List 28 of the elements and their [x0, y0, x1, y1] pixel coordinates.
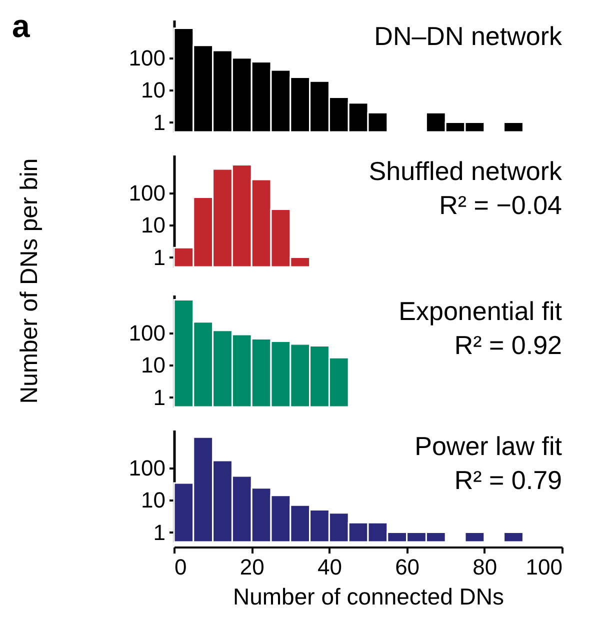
y-tick-label: 1 [153, 110, 166, 135]
y-tick-label: 10 [141, 212, 166, 238]
x-tick-label: 60 [395, 554, 420, 580]
x-tick-label: 40 [317, 554, 342, 580]
x-tick-label: 80 [472, 554, 498, 580]
y-tick-label: 1 [153, 384, 166, 410]
y-tick-label: 100 [128, 45, 166, 70]
chart-title: DN–DN network [374, 21, 563, 51]
x-axis-title: Number of connected DNs [232, 584, 504, 610]
chart-title: Exponential fit [398, 296, 563, 326]
y-tick-label: 100 [128, 320, 166, 346]
annotation: R² = −0.04 [439, 190, 562, 220]
chart-title: Power law fit [414, 431, 563, 461]
y-tick-label: 1 [153, 520, 166, 545]
y-axis-title: Number of DNs per bin [16, 158, 44, 404]
y-tick-label: 10 [141, 352, 166, 378]
y-tick-label: 10 [141, 488, 166, 513]
y-tick-label: 10 [141, 78, 166, 103]
annotation: R² = 0.92 [454, 330, 562, 360]
chart-title: Shuffled network [368, 156, 563, 186]
x-tick-label: 100 [526, 554, 562, 580]
x-tick-label: 20 [240, 554, 264, 580]
annotation: R² = 0.79 [454, 465, 562, 495]
y-tick-label: 100 [128, 455, 166, 480]
y-tick-label: 1 [153, 244, 166, 270]
x-tick-label: 0 [174, 554, 187, 580]
text: a [12, 8, 30, 45]
y-tick-label: 100 [128, 180, 166, 206]
